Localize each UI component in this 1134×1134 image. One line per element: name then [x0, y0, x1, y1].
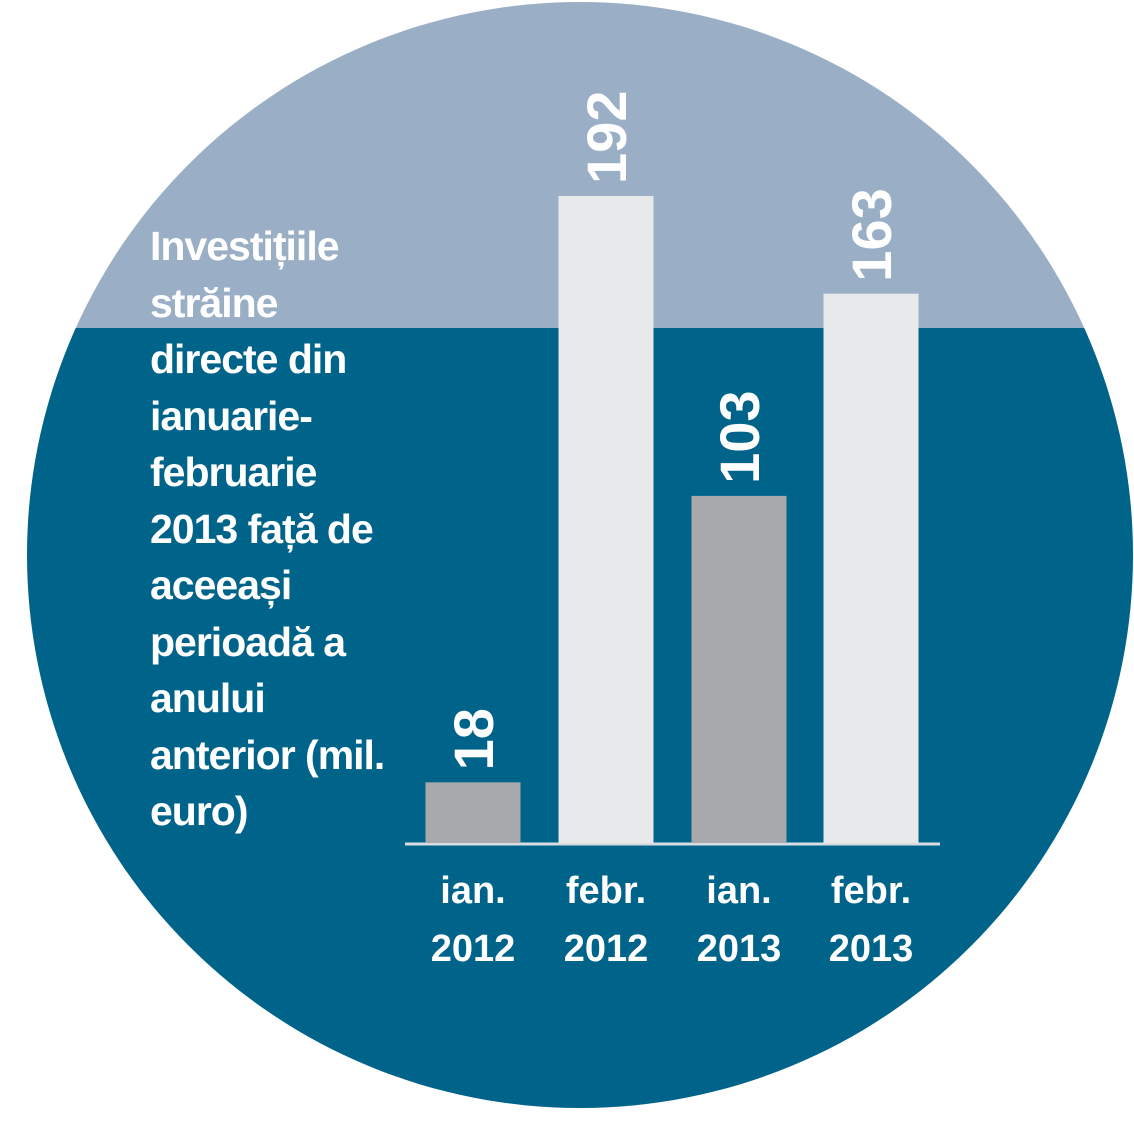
chart-title: Investițiile străine directe din ianuari… [150, 223, 385, 834]
bar [691, 495, 787, 843]
value-label: 18 [442, 708, 505, 770]
bar [558, 195, 654, 843]
x-tick-label: ian. 2012 [430, 870, 516, 970]
x-tick-label: febr. 2012 [563, 870, 649, 970]
value-label: 163 [840, 188, 903, 281]
value-label: 192 [575, 91, 638, 184]
x-tick-label: febr. 2013 [828, 870, 914, 970]
bar [425, 782, 521, 843]
bar [823, 293, 919, 843]
value-label: 103 [708, 390, 771, 483]
x-tick-label: ian. 2013 [696, 870, 782, 970]
